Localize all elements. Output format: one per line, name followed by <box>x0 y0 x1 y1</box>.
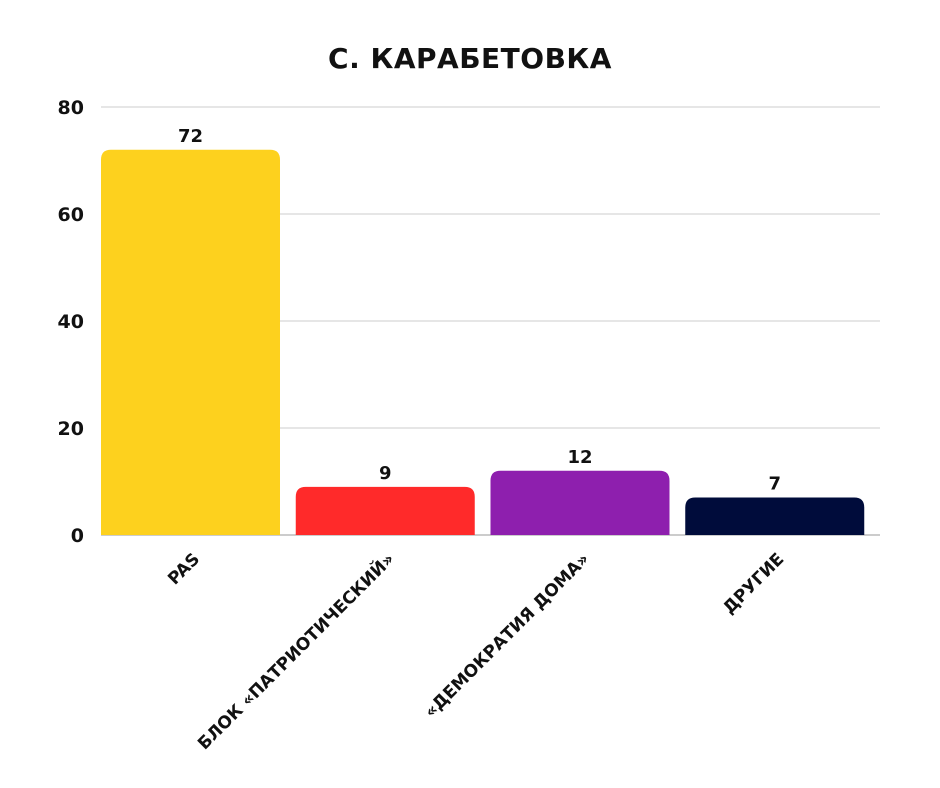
chart-title: С. КАРАБЕТОВКА <box>328 42 612 75</box>
bar-3 <box>685 497 865 535</box>
category-label-0: PAS <box>164 549 204 589</box>
bar-0 <box>101 149 280 536</box>
y-tick-label: 0 <box>71 525 84 547</box>
bar-2 <box>490 470 670 535</box>
value-label-2: 12 <box>567 447 592 468</box>
y-tick-label: 60 <box>58 204 84 226</box>
bar-1 <box>295 486 475 535</box>
y-tick-label: 80 <box>58 97 84 119</box>
y-tick-label: 20 <box>58 418 84 440</box>
bars <box>101 149 865 536</box>
value-label-0: 72 <box>178 126 203 147</box>
value-label-1: 9 <box>379 463 392 484</box>
category-label-1: БЛОК «ПАТРИОТИЧЕСКИЙ» <box>193 548 399 754</box>
category-label-2: «ДЕМОКРАТИЯ ДОМА» <box>421 549 594 722</box>
value-label-3: 7 <box>768 474 781 495</box>
y-tick-label: 40 <box>58 311 84 333</box>
value-labels: 72 9 12 7 <box>178 126 781 495</box>
category-label-3: ДРУГИЕ <box>719 549 788 618</box>
y-axis-tick-labels: 0 20 40 60 80 <box>58 97 84 547</box>
